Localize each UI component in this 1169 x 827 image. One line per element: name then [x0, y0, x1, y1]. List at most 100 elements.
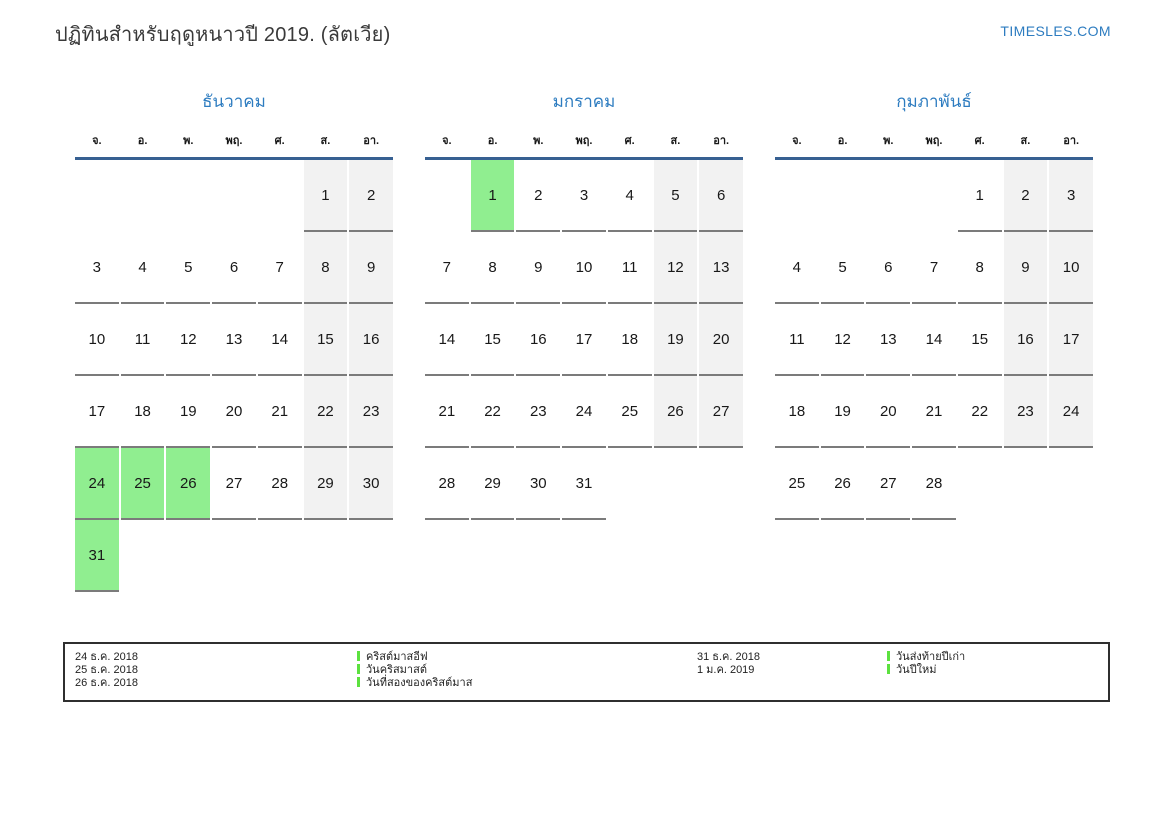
empty-cell [912, 160, 956, 232]
month-1: มกราคม จ. อ. พ. พฤ. ศ. ส. อา. 1 2 3 4 5 6 7 8 9 10 11 12 13 1… [425, 88, 743, 592]
weekend-day-cell: 6 [699, 160, 743, 232]
weekend-day-cell: 9 [349, 232, 393, 304]
holiday-marker-icon [357, 651, 360, 661]
month-0: ธันวาคม จ. อ. พ. พฤ. ศ. ส. อา. 1 2 3 4 5 6 7 8 9 10 11 12 13… [75, 88, 393, 592]
weekend-day-cell: 23 [349, 376, 393, 448]
day-cell: 14 [912, 304, 956, 376]
weekday-label: อา. [1063, 135, 1080, 147]
day-cell: 18 [120, 376, 165, 448]
empty-cell [425, 160, 469, 232]
day-cell: 30 [516, 448, 561, 520]
day-cell: 12 [166, 304, 211, 376]
day-cell: 6 [212, 232, 256, 304]
day-cell: 18 [775, 376, 819, 448]
day-cell: 8 [957, 232, 1002, 304]
month-title: กุมภาพันธ์ [896, 92, 972, 111]
weekday-label: จ. [442, 135, 452, 147]
weekday-label: อ. [487, 135, 498, 147]
day-cell: 13 [866, 304, 911, 376]
empty-cell [304, 520, 348, 592]
day-cell: 5 [820, 232, 865, 304]
day-cell: 14 [425, 304, 469, 376]
weekday-row: จ. อ. พ. พฤ. ศ. ส. อา. [75, 131, 393, 157]
legend-dates-group-1: 24 ธ.ค. 2018 25 ธ.ค. 2018 26 ธ.ค. 2018 [65, 651, 357, 690]
page-header: ปฏิทินสำหรับฤดูหนาวปี 2019. (ลัตเวีย) TI… [0, 0, 1169, 50]
day-cell: 21 [912, 376, 956, 448]
header-rule [75, 157, 393, 160]
weekend-day-cell: 27 [699, 376, 743, 448]
site-link[interactable]: TIMESLES.COM [1000, 23, 1111, 39]
empty-cell [75, 160, 119, 232]
day-cell: 7 [257, 232, 302, 304]
empty-cell [258, 160, 302, 232]
weekend-day-cell: 24 [1049, 376, 1093, 448]
weekday-label: อ. [837, 135, 848, 147]
day-cell: 15 [470, 304, 515, 376]
empty-cell [866, 160, 910, 232]
weekend-day-cell: 30 [349, 448, 393, 520]
day-cell: 11 [120, 304, 165, 376]
legend-date: 1 ม.ค. 2019 [697, 664, 755, 676]
day-cell: 15 [957, 304, 1002, 376]
day-cell: 8 [470, 232, 515, 304]
legend-holiday-text: วันปีใหม่ [896, 664, 937, 676]
day-cell: 12 [820, 304, 865, 376]
empty-cell [349, 520, 393, 592]
empty-cell [258, 520, 302, 592]
holiday-day-cell: 1 [470, 160, 515, 232]
weekend-day-cell: 2 [1003, 160, 1048, 232]
weekend-day-cell: 16 [349, 304, 393, 376]
day-cell: 25 [775, 448, 819, 520]
day-cell: 21 [257, 376, 302, 448]
weekend-day-cell: 8 [303, 232, 348, 304]
day-cell: 3 [75, 232, 119, 304]
weekday-label: ส. [320, 135, 331, 147]
holiday-day-cell: 25 [120, 448, 165, 520]
weekday-label: พฤ. [925, 135, 943, 147]
day-cell: 4 [775, 232, 819, 304]
day-cell: 6 [866, 232, 911, 304]
legend-holiday-name: คริสต์มาสอีฟ [357, 651, 697, 664]
empty-cell [212, 520, 256, 592]
legend-date: 25 ธ.ค. 2018 [75, 664, 139, 676]
weekend-day-cell: 1 [303, 160, 348, 232]
day-cell: 14 [257, 304, 302, 376]
holiday-day-cell: 26 [166, 448, 211, 520]
day-cell: 11 [607, 232, 652, 304]
holiday-day-cell: 31 [75, 520, 119, 592]
day-cell: 19 [166, 376, 211, 448]
weekend-day-cell: 3 [1049, 160, 1093, 232]
weekend-day-cell: 16 [1003, 304, 1048, 376]
month-2: กุมภาพันธ์ จ. อ. พ. พฤ. ศ. ส. อา. 1 2 3 4 5 6 7 8 9 10 11 1… [775, 88, 1093, 592]
empty-cell [121, 520, 165, 592]
legend-holiday-text: วันคริสมาสต์ [366, 664, 427, 676]
weekend-day-cell: 29 [303, 448, 348, 520]
legend-names-group-1: คริสต์มาสอีฟ วันคริสมาสต์ วันที่สองของคริส… [357, 651, 697, 690]
header-rule [775, 157, 1093, 160]
legend-date: 24 ธ.ค. 2018 [75, 651, 139, 663]
empty-cell [958, 448, 1002, 520]
weekday-row: จ. อ. พ. พฤ. ศ. ส. อา. [425, 131, 743, 157]
weekday-label: จ. [92, 135, 102, 147]
day-cell: 7 [425, 232, 469, 304]
weekend-day-cell: 10 [1049, 232, 1093, 304]
day-cell: 1 [957, 160, 1002, 232]
day-cell: 16 [516, 304, 561, 376]
legend-holiday-name: วันปีใหม่ [887, 664, 1108, 677]
day-cell: 20 [866, 376, 911, 448]
holiday-day-cell: 24 [75, 448, 119, 520]
weekday-label: พ. [883, 135, 894, 147]
day-cell: 23 [516, 376, 561, 448]
day-cell: 21 [425, 376, 469, 448]
day-cell: 7 [912, 232, 956, 304]
empty-cell [166, 160, 210, 232]
legend-holiday-name: วันคริสมาสต์ [357, 664, 697, 677]
empty-cell [1049, 448, 1093, 520]
calendar-months: ธันวาคม จ. อ. พ. พฤ. ศ. ส. อา. 1 2 3 4 5 6 7 8 9 10 11 12 13… [75, 88, 1169, 592]
day-cell: 17 [562, 304, 606, 376]
day-cell: 11 [775, 304, 819, 376]
header-rule [425, 157, 743, 160]
legend-date: 31 ธ.ค. 2018 [697, 651, 761, 663]
day-cell: 24 [562, 376, 606, 448]
holiday-marker-icon [887, 651, 890, 661]
